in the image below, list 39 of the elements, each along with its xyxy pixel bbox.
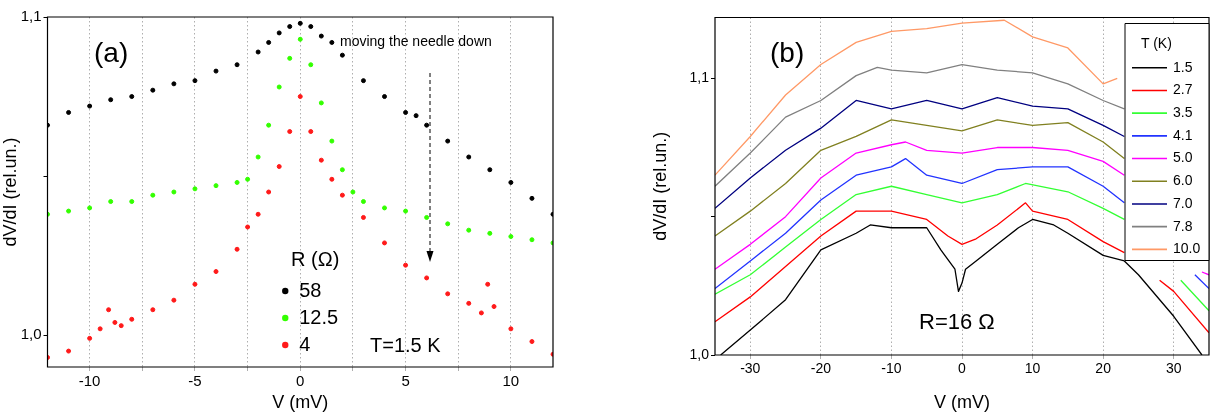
x-tick-label: 5 xyxy=(401,372,410,390)
legend-title: T (K) xyxy=(1141,34,1172,51)
legend-label: 7.8 xyxy=(1173,217,1193,234)
x-tick-label: 10 xyxy=(502,372,520,390)
y-tick-label: 1,0 xyxy=(689,345,710,362)
annotation: (b) xyxy=(770,36,805,68)
x-tick-label: -5 xyxy=(188,372,202,390)
legend-label: 4.1 xyxy=(1173,126,1193,143)
legend-label: 10.0 xyxy=(1173,240,1201,257)
legend-label: 6.0 xyxy=(1173,172,1193,189)
x-tick-label: 20 xyxy=(1095,360,1112,377)
legend-label: 3.5 xyxy=(1173,104,1193,121)
legend-label: 1.5 xyxy=(1173,58,1193,75)
x-axis-title: V (mV) xyxy=(272,392,329,413)
y-tick-label: 1,1 xyxy=(20,7,42,25)
annotation: T=1.5 K xyxy=(370,333,442,356)
legend-label: 4 xyxy=(299,332,311,355)
legend-label: 7.0 xyxy=(1173,194,1193,211)
legend-label: 12.5 xyxy=(299,305,339,328)
x-axis-title: V (mV) xyxy=(934,392,990,413)
legend-label: 58 xyxy=(299,278,322,301)
x-tick-label: 30 xyxy=(1165,360,1182,377)
legend-title: R (Ω) xyxy=(291,247,340,270)
annotation: moving the needle down xyxy=(340,32,492,49)
x-tick-label: 10 xyxy=(1024,360,1041,377)
x-tick-label: 0 xyxy=(296,372,305,390)
x-tick-label: -30 xyxy=(740,360,761,377)
x-tick-label: -10 xyxy=(78,372,101,390)
y-tick-label: 1,1 xyxy=(689,69,710,86)
y-axis-title: dV/dI (rel.un.) xyxy=(0,137,20,247)
annotation: (a) xyxy=(94,36,129,68)
annotation: R=16 Ω xyxy=(919,309,995,335)
y-tick-label: 1,0 xyxy=(20,325,42,343)
y-axis-title: dV/dI (rel.un.) xyxy=(649,131,670,241)
legend-label: 2.7 xyxy=(1173,81,1193,98)
x-tick-label: -20 xyxy=(810,360,832,377)
legend-label: 5.0 xyxy=(1173,149,1193,166)
x-tick-label: -10 xyxy=(881,360,902,377)
x-tick-label: 0 xyxy=(958,360,967,377)
